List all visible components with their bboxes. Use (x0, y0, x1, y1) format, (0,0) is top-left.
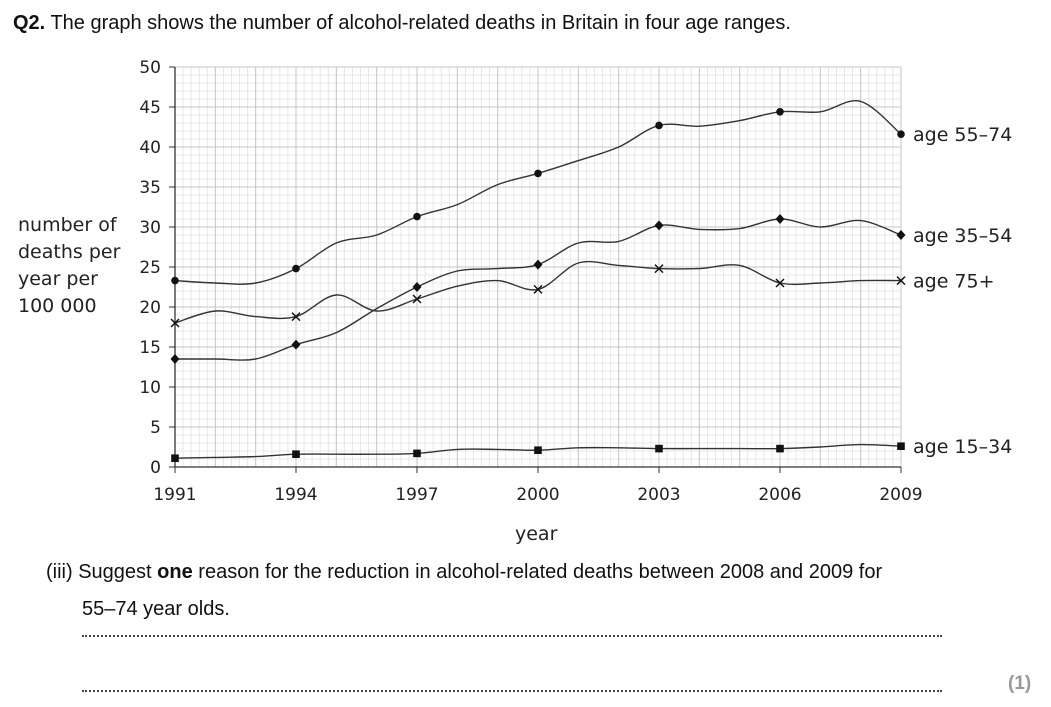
series-markers (170, 108, 906, 462)
x-tick-label: 2003 (637, 485, 680, 505)
data-point (534, 446, 542, 454)
data-point (412, 294, 422, 304)
x-tick-label: 1994 (274, 485, 317, 505)
answer-line[interactable] (82, 635, 942, 637)
question-part-rest: reason for the reduction in alcohol-rela… (198, 561, 883, 583)
data-point (655, 444, 663, 453)
data-point (897, 442, 905, 450)
y-tick-labels: 0 5 10 15 20 25 30 35 40 45 50 (139, 58, 175, 478)
data-point (413, 212, 421, 221)
data-point (776, 444, 784, 453)
x-tick-label: 2006 (758, 485, 801, 505)
y-axis-label-line: deaths per (18, 241, 121, 263)
y-tick-label: 0 (150, 458, 161, 478)
y-tick-label: 10 (139, 378, 161, 398)
y-axis-label-line: number of (18, 214, 117, 236)
data-point (171, 454, 179, 462)
y-tick-label: 50 (139, 58, 161, 78)
question-bold-word: one (157, 561, 193, 583)
line-chart: 0 5 10 15 20 25 30 35 40 45 50 1991 1994 1997 2000 200… (139, 58, 1012, 505)
x-axis-label: year (515, 523, 558, 545)
question-part-iii: (iii) Suggest one reason for the reducti… (46, 561, 882, 584)
x-tick-labels: 1991 1994 1997 2000 2003 2006 2009 (153, 467, 923, 505)
x-tick-label: 2000 (516, 485, 559, 505)
series-label: age 35–54 (913, 225, 1012, 247)
data-point (654, 220, 664, 231)
data-point (170, 318, 180, 328)
data-point (292, 450, 300, 458)
data-point (775, 278, 785, 288)
data-point (655, 121, 663, 130)
data-point (291, 312, 301, 322)
x-tick-label: 1991 (153, 485, 196, 505)
series-label: age 75+ (913, 271, 995, 293)
marks-label: (1) (1008, 673, 1032, 694)
data-point (534, 169, 542, 178)
data-point (413, 449, 421, 458)
y-tick-label: 5 (150, 418, 161, 438)
data-point (897, 130, 905, 138)
data-point (170, 354, 180, 364)
question-text: The graph shows the number of alcohol-re… (50, 12, 791, 34)
major-grid (174, 66, 902, 468)
data-point (896, 276, 906, 286)
y-tick-label: 25 (139, 258, 161, 278)
y-tick-label: 45 (139, 98, 161, 118)
question-title: Q2. The graph shows the number of alcoho… (13, 12, 791, 35)
y-tick-label: 20 (139, 298, 161, 318)
answer-line[interactable] (82, 690, 942, 692)
y-tick-label: 30 (139, 218, 161, 238)
series-labels: age 55–74 age 35–54 age 75+ age 15–34 (913, 124, 1012, 458)
data-point (896, 230, 906, 240)
series-label: age 55–74 (913, 124, 1012, 146)
x-tick-label: 1997 (395, 485, 438, 505)
data-point (533, 259, 543, 270)
question-part-iii-line2: 55–74 year olds. (82, 598, 230, 620)
data-point (654, 264, 664, 274)
y-axis-label-line: 100 000 (18, 295, 97, 317)
y-tick-label: 35 (139, 178, 161, 198)
data-point (171, 276, 179, 285)
series-label: age 15–34 (913, 436, 1012, 458)
y-axis-label: number of deaths per year per 100 000 (18, 212, 120, 320)
question-number: Q2. (13, 12, 46, 34)
y-axis-label-line: year per (18, 268, 98, 290)
data-point (533, 284, 543, 294)
y-tick-label: 40 (139, 138, 161, 158)
question-part-prefix: (iii) Suggest (46, 561, 152, 583)
data-point (292, 264, 300, 273)
data-point (775, 214, 785, 224)
data-point (776, 108, 784, 116)
y-tick-label: 15 (139, 338, 161, 358)
x-tick-label: 2009 (879, 485, 922, 505)
data-point (412, 282, 422, 292)
data-point (291, 339, 301, 350)
